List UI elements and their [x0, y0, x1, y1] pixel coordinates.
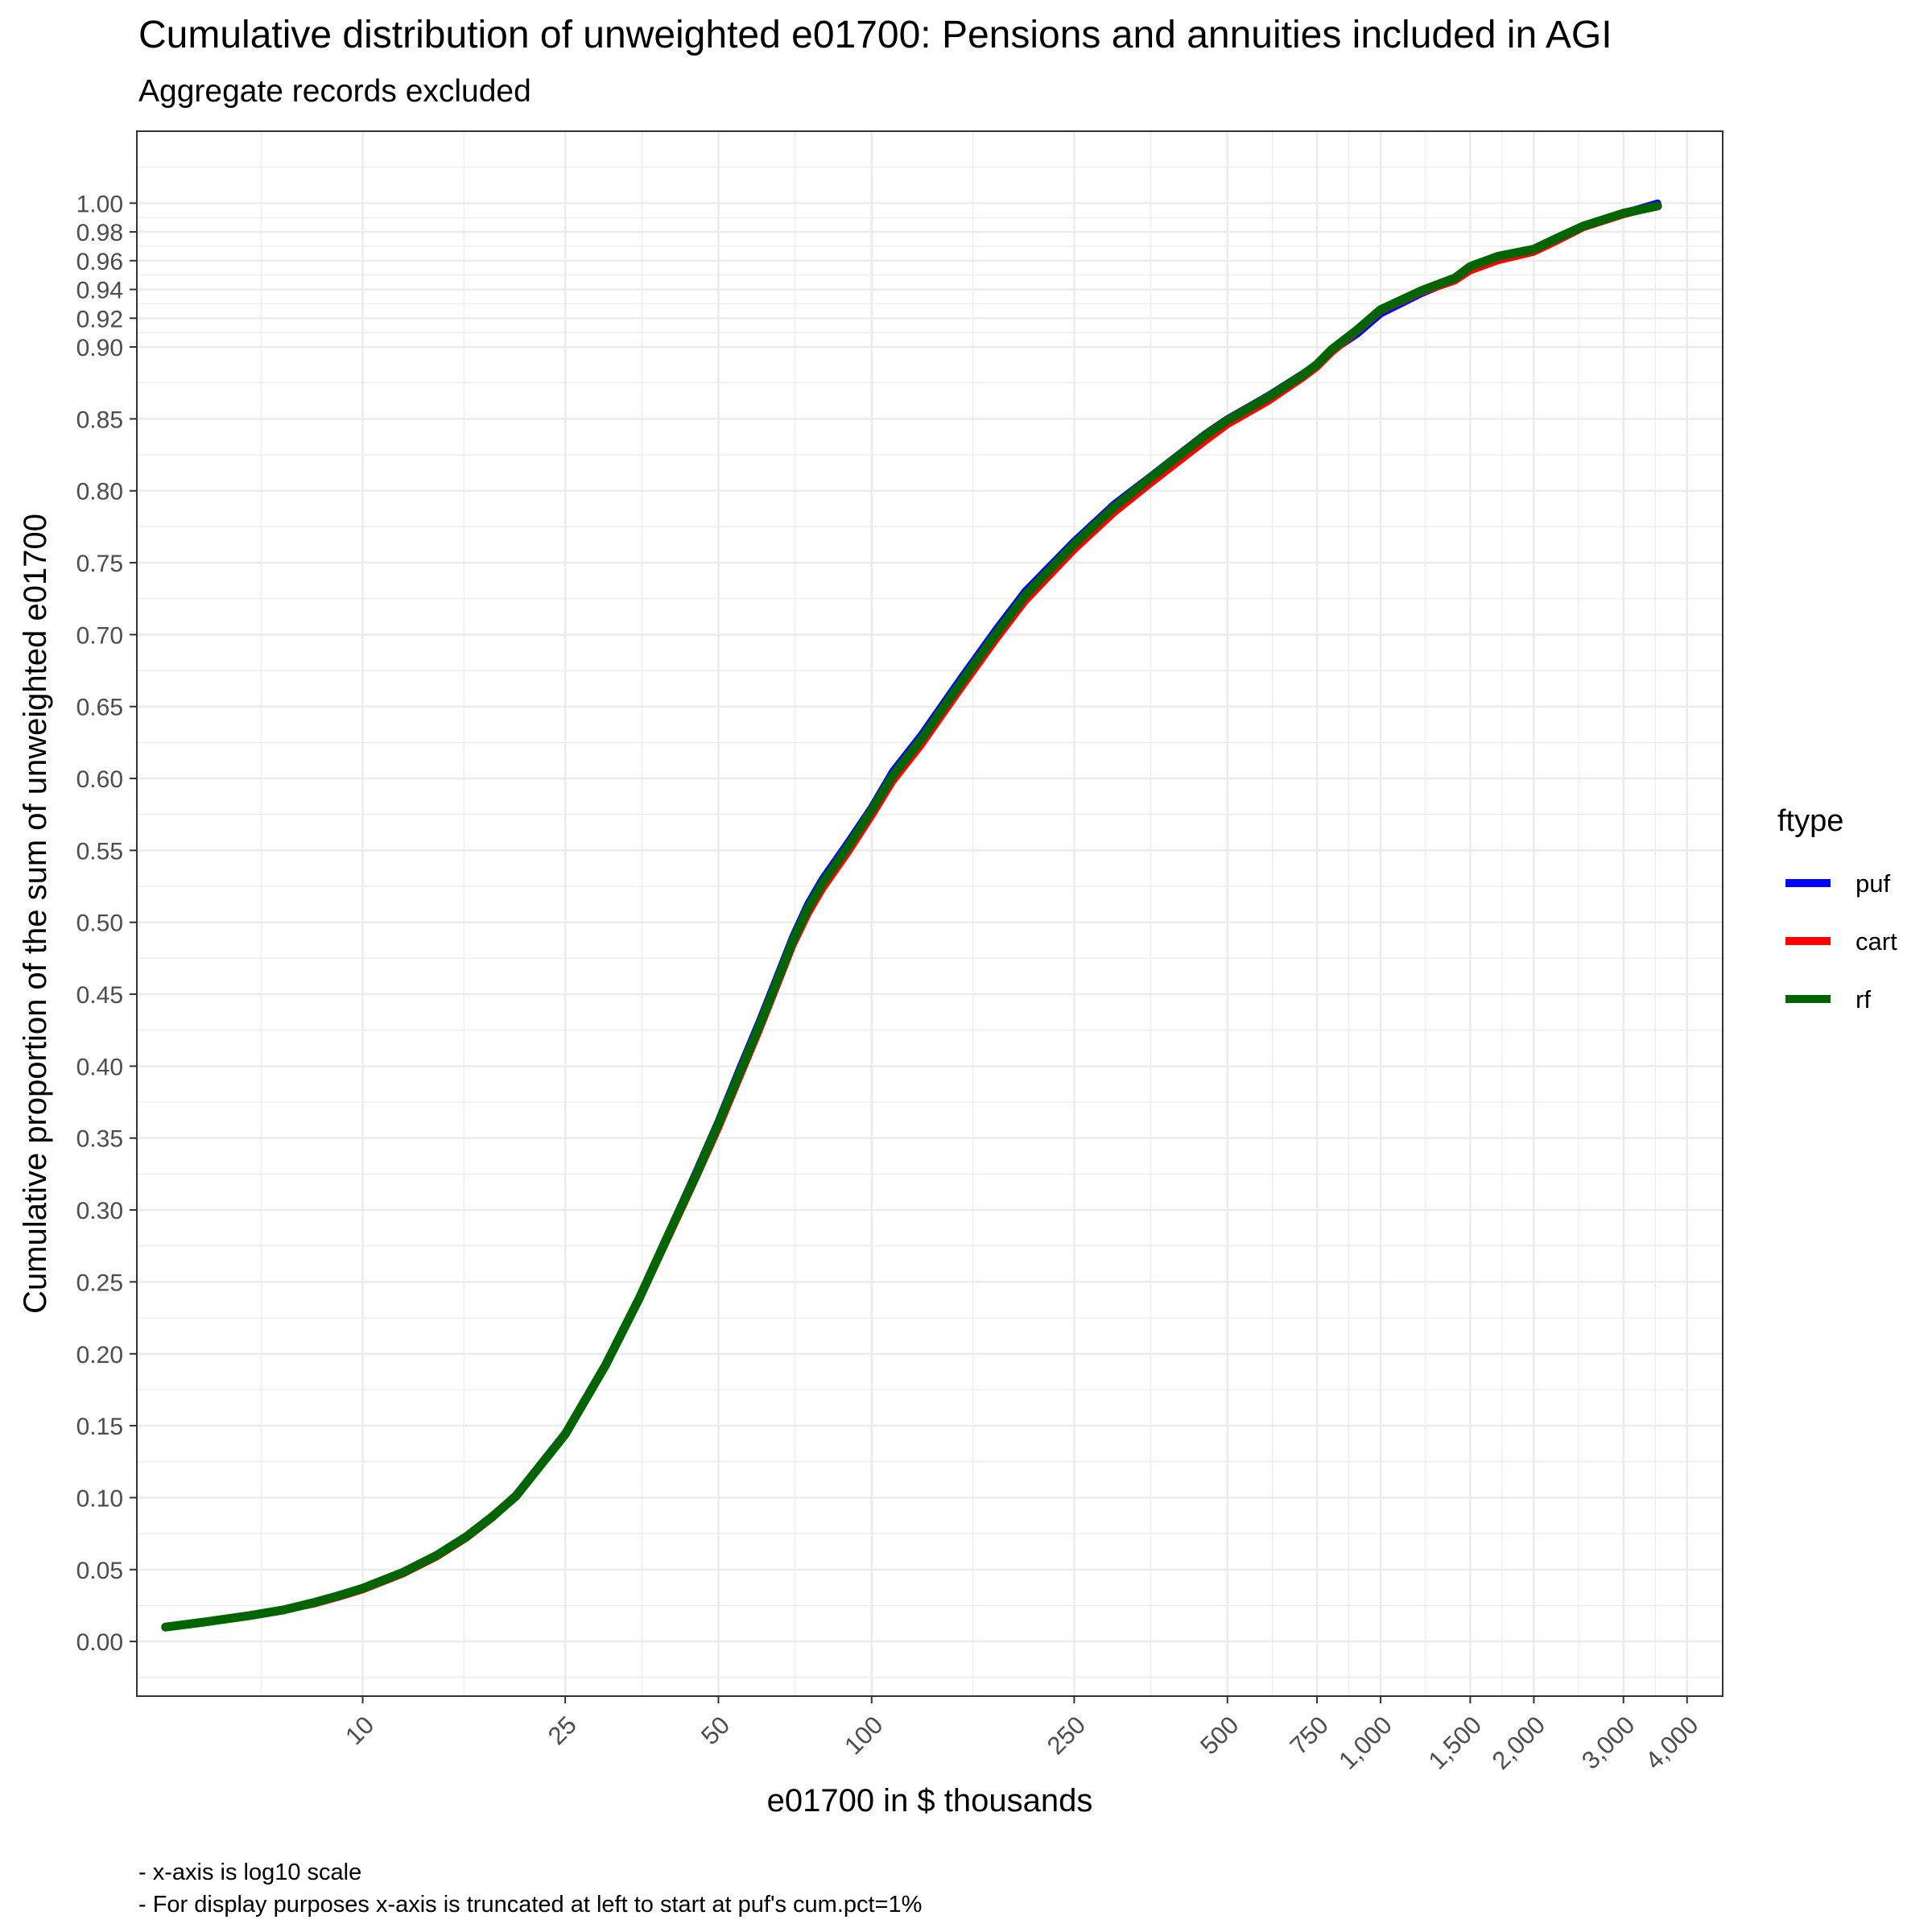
y-tick-label: 0.05: [76, 1558, 123, 1584]
x-axis: 10 25 50 100 250 500 750 1,000 1,500 2,000 3,000 4,…: [340, 1696, 1704, 1775]
plot-panel: [137, 131, 1723, 1696]
x-tick-label: 1,500: [1423, 1711, 1488, 1775]
x-tick-label: 4,000: [1640, 1711, 1704, 1775]
panel-border: [136, 130, 1724, 1697]
y-tick-label: 1.00: [76, 191, 123, 217]
x-axis-title: e01700 in $ thousands: [767, 1783, 1093, 1818]
x-tick-label: 1,000: [1333, 1711, 1397, 1775]
legend-items: puf cart rf: [1785, 869, 1897, 1013]
y-tick-label: 0.75: [76, 551, 123, 577]
y-tick-label: 0.15: [76, 1414, 123, 1440]
y-axis-title: Cumulative proportion of the sum of unwe…: [18, 514, 53, 1314]
y-tick-label: 0.20: [76, 1342, 123, 1368]
x-tick-label: 750: [1285, 1711, 1334, 1760]
legend-label-rf: rf: [1856, 985, 1871, 1013]
y-tick-label: 0.80: [76, 479, 123, 506]
y-tick-label: 0.98: [76, 220, 123, 246]
y-tick-label: 0.55: [76, 838, 123, 865]
chart-subtitle: Aggregate records excluded: [138, 74, 531, 109]
x-tick-label: 500: [1195, 1711, 1244, 1760]
caption-truncation: - For display purposes x-axis is truncat…: [138, 1892, 923, 1918]
legend: ftype puf cart rf: [1777, 804, 1897, 1013]
minor-gridlines: [137, 131, 1723, 1696]
y-tick-label: 0.10: [76, 1485, 123, 1512]
y-tick-label: 0.90: [76, 335, 123, 361]
y-tick-label: 0.45: [76, 982, 123, 1009]
y-tick-label: 0.70: [76, 622, 123, 649]
x-tick-label: 50: [696, 1711, 735, 1750]
caption-log-scale: - x-axis is log10 scale: [138, 1860, 362, 1885]
major-gridlines: [137, 131, 1723, 1696]
x-tick-label: 10: [340, 1711, 379, 1750]
legend-label-cart: cart: [1856, 927, 1897, 956]
y-tick-label: 0.35: [76, 1126, 123, 1153]
y-tick-label: 0.50: [76, 910, 123, 937]
x-tick-label: 250: [1042, 1711, 1091, 1760]
y-tick-label: 0.96: [76, 249, 123, 275]
y-tick-label: 0.92: [76, 306, 123, 332]
y-tick-label: 0.60: [76, 766, 123, 793]
y-tick-label: 0.25: [76, 1269, 123, 1296]
y-tick-label: 0.00: [76, 1629, 123, 1656]
legend-label-puf: puf: [1856, 869, 1890, 898]
y-tick-label: 0.40: [76, 1054, 123, 1080]
y-tick-label: 0.85: [76, 407, 123, 433]
chart-title: Cumulative distribution of unweighted e0…: [138, 14, 1612, 56]
y-axis: 0.00 0.05 0.10 0.15 0.20 0.25 0.30 0.35 0.40 0.45…: [76, 191, 137, 1656]
series-line-rf: [161, 201, 1662, 1632]
y-tick-label: 0.65: [76, 695, 123, 721]
y-tick-label: 0.30: [76, 1198, 123, 1224]
x-tick-label: 100: [839, 1711, 888, 1760]
legend-title: ftype: [1777, 804, 1843, 838]
y-tick-label: 0.94: [76, 278, 123, 304]
series-lines: [161, 199, 1662, 1632]
x-tick-label: 25: [543, 1711, 582, 1750]
x-tick-label: 2,000: [1487, 1711, 1551, 1775]
x-tick-label: 3,000: [1576, 1711, 1641, 1775]
